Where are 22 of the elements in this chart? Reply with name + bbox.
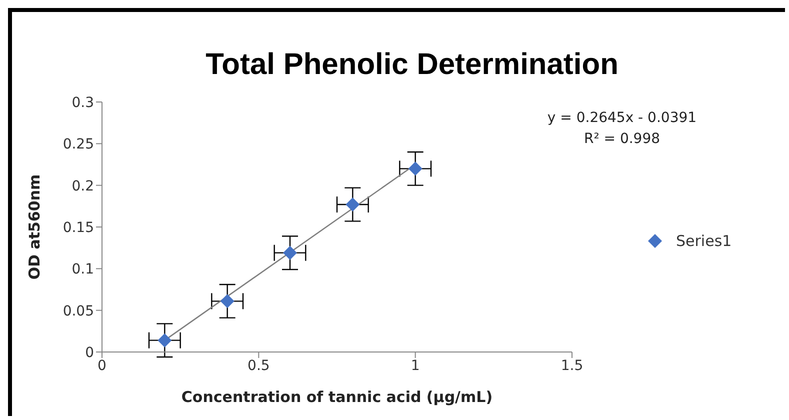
y-axis-title: OD at560nm (25, 174, 44, 280)
y-tick-label: 0.1 (72, 262, 94, 278)
y-tick-label: 0.05 (62, 303, 94, 320)
chart-title: Total Phenolic Determination (204, 48, 620, 82)
y-tick-label: 0.15 (62, 220, 94, 236)
text: R² = 0.998 (582, 130, 662, 149)
point (346, 198, 360, 212)
y-tick-label: 0.3 (72, 94, 94, 111)
x-axis-title: Concentration of tannic acid (μg/mL) (181, 388, 493, 406)
point (283, 246, 297, 260)
y-tick-label: 0.25 (62, 136, 94, 153)
x-tick-label: 1 (410, 358, 420, 374)
point (408, 162, 422, 176)
x-tick-label: 0 (98, 358, 106, 374)
legend-label: Series1 (676, 232, 732, 250)
point (158, 333, 172, 348)
x-tick-label: 0.5 (248, 358, 270, 374)
x-tick-label: 1.5 (560, 358, 584, 374)
annotation: y = 0.2645x - 0.0391 (546, 109, 698, 128)
point (220, 294, 234, 308)
y-tick-label: 0 (85, 344, 94, 361)
y-tick-label: 0.2 (72, 178, 94, 194)
